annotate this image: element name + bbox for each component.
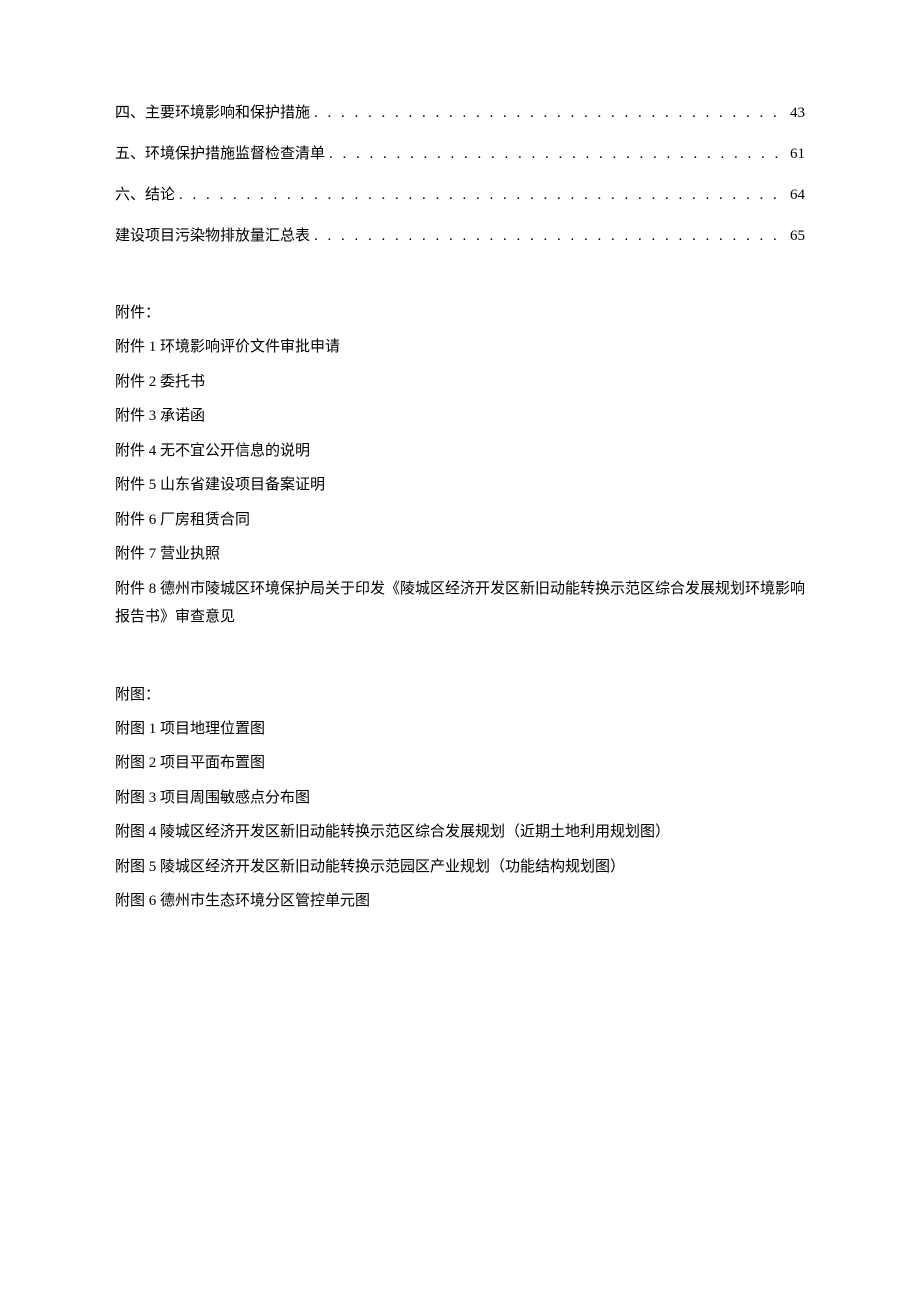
figure-item: 附图 2 项目平面布置图 [115,749,805,778]
figures-heading: 附图： [115,682,805,709]
attachment-item: 附件 1 环境影响评价文件审批申请 [115,333,805,362]
toc-entry-title: 建设项目污染物排放量汇总表 [115,223,310,250]
attachment-item: 附件 2 委托书 [115,368,805,397]
attachment-item: 附件 6 厂房租赁合同 [115,506,805,535]
toc-entry-title: 四、主要环境影响和保护措施 [115,100,310,127]
toc-dot-leader [314,100,786,127]
table-of-contents: 四、主要环境影响和保护措施 43 五、环境保护措施监督检查清单 61 六、结论 … [115,100,805,250]
toc-entry-page: 61 [790,141,805,168]
figure-item: 附图 6 德州市生态环境分区管控单元图 [115,887,805,916]
toc-entry: 四、主要环境影响和保护措施 43 [115,100,805,127]
toc-entry-page: 43 [790,100,805,127]
attachments-heading: 附件： [115,300,805,327]
figure-item: 附图 3 项目周围敏感点分布图 [115,784,805,813]
toc-entry-page: 65 [790,223,805,250]
attachment-item: 附件 8 德州市陵城区环境保护局关于印发《陵城区经济开发区新旧动能转换示范区综合… [115,575,805,632]
figures-section: 附图： 附图 1 项目地理位置图 附图 2 项目平面布置图 附图 3 项目周围敏… [115,682,805,916]
toc-dot-leader [314,223,786,250]
figure-item: 附图 4 陵城区经济开发区新旧动能转换示范区综合发展规划（近期土地利用规划图） [115,818,805,847]
attachments-section: 附件： 附件 1 环境影响评价文件审批申请 附件 2 委托书 附件 3 承诺函 … [115,300,805,632]
toc-entry-page: 64 [790,182,805,209]
toc-entry: 建设项目污染物排放量汇总表 65 [115,223,805,250]
attachment-item: 附件 3 承诺函 [115,402,805,431]
attachment-item: 附件 5 山东省建设项目备案证明 [115,471,805,500]
toc-entry-title: 五、环境保护措施监督检查清单 [115,141,325,168]
toc-entry: 六、结论 64 [115,182,805,209]
toc-dot-leader [179,182,786,209]
attachment-item: 附件 7 营业执照 [115,540,805,569]
figure-item: 附图 5 陵城区经济开发区新旧动能转换示范园区产业规划（功能结构规划图） [115,853,805,882]
toc-entry-title: 六、结论 [115,182,175,209]
attachment-item: 附件 4 无不宜公开信息的说明 [115,437,805,466]
figure-item: 附图 1 项目地理位置图 [115,715,805,744]
toc-entry: 五、环境保护措施监督检查清单 61 [115,141,805,168]
toc-dot-leader [329,141,786,168]
